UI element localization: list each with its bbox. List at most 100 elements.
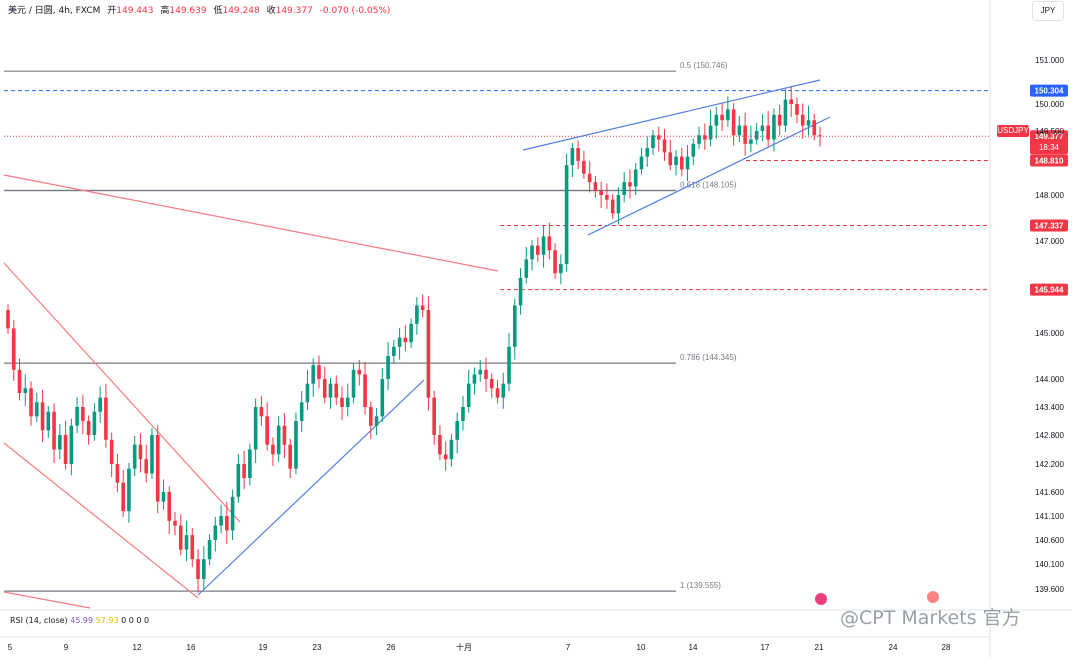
- trend-line: [3, 262, 241, 523]
- candle-body: [415, 305, 419, 324]
- candle-body: [334, 383, 339, 398]
- candle-body: [345, 397, 350, 407]
- candle-body: [685, 156, 690, 170]
- y-tick-label: 150.000: [1035, 100, 1064, 109]
- symbol-title: 美元 / 日圆, 4h, FXCM: [8, 6, 101, 16]
- candle-body: [363, 374, 367, 407]
- y-tick-label: 139.600: [1035, 585, 1064, 594]
- candle-body: [703, 135, 707, 140]
- change-value: -0.070 (-0.05%): [319, 6, 391, 16]
- level-tag-bg: [1030, 219, 1068, 232]
- fib-level-label: 0.618 (148.105): [680, 181, 737, 190]
- candle-body: [495, 388, 500, 398]
- candle-body: [662, 139, 667, 153]
- candle-body: [599, 190, 603, 195]
- candle-body: [783, 99, 788, 126]
- open-label: 开: [107, 6, 117, 16]
- candle-body: [155, 435, 160, 502]
- x-tick-label: 17: [761, 643, 770, 652]
- rsi-label: RSI (14, close): [10, 616, 68, 625]
- candle-body: [708, 125, 713, 140]
- candle-body: [691, 143, 696, 157]
- candle-body: [731, 109, 736, 136]
- candle-body: [616, 195, 621, 214]
- candle-body: [760, 125, 765, 131]
- close-value: 149.377: [275, 6, 313, 16]
- candle-body: [512, 305, 517, 347]
- currency-button[interactable]: JPY: [1032, 1, 1064, 21]
- high-value: 149.639: [169, 6, 207, 16]
- y-tick-label: 140.600: [1035, 536, 1064, 545]
- candle-body: [150, 435, 154, 474]
- trend-line: [3, 174, 499, 272]
- rsi-value-2: 57.93: [95, 616, 119, 625]
- candle-body: [633, 169, 638, 187]
- candle-body: [812, 120, 817, 136]
- candle-body: [104, 397, 108, 440]
- candle-body: [472, 374, 477, 384]
- candle-body: [236, 464, 241, 497]
- candle-body: [11, 328, 16, 370]
- x-tick-label: 十月: [456, 642, 472, 652]
- candle-body: [443, 454, 448, 460]
- candle-body: [622, 182, 626, 195]
- x-tick-label: 23: [313, 643, 322, 652]
- candle-body: [593, 182, 598, 191]
- close-label: 收: [266, 6, 276, 16]
- candle-body: [219, 516, 223, 526]
- candle-body: [553, 250, 557, 274]
- candle-body: [265, 416, 269, 445]
- candle-body: [547, 236, 552, 251]
- candle-body: [115, 464, 120, 483]
- candle-body: [271, 444, 275, 455]
- candle-body: [507, 346, 511, 384]
- candle-body: [397, 337, 402, 347]
- y-tick-label: 141.600: [1035, 488, 1064, 497]
- candle-body: [409, 323, 413, 343]
- candle-body: [305, 383, 310, 403]
- candle-body: [570, 148, 575, 166]
- candle-body: [628, 182, 632, 187]
- open-value: 149.443: [116, 6, 154, 16]
- candle-body: [800, 114, 805, 126]
- trend-line: [3, 591, 91, 609]
- y-tick-label: 149.500: [1035, 127, 1064, 136]
- candle-body: [668, 152, 673, 166]
- price-axis-bg: [990, 0, 1072, 657]
- candle-body: [484, 369, 488, 379]
- x-tick-label: 24: [889, 643, 898, 652]
- y-tick-label: 148.000: [1035, 191, 1064, 200]
- candle-body: [541, 236, 546, 255]
- y-tick-label: 140.100: [1035, 560, 1064, 569]
- candle-body: [63, 435, 68, 464]
- candle-body: [518, 277, 523, 306]
- y-tick-label: 145.000: [1035, 329, 1064, 338]
- trend-line: [197, 379, 425, 596]
- candle-body: [242, 464, 246, 478]
- candle-body: [524, 259, 529, 278]
- candle-body: [645, 148, 650, 157]
- level-tag-label: 147.337: [1035, 221, 1064, 230]
- candle-body: [720, 114, 724, 121]
- y-tick-label: 151.000: [1035, 56, 1064, 65]
- level-tag-label: 150.304: [1035, 87, 1064, 96]
- candle-body: [6, 310, 10, 329]
- candle-body: [374, 416, 379, 426]
- candle-body: [34, 402, 39, 417]
- candle-body: [92, 411, 97, 435]
- x-tick-label: 16: [187, 643, 196, 652]
- countdown-value: 18:34: [1039, 143, 1060, 152]
- trend-line: [522, 79, 821, 151]
- candle-body: [52, 411, 56, 450]
- last-price-value: 149.377: [1035, 132, 1064, 141]
- candle-body: [564, 165, 569, 264]
- level-tag-label: 145.944: [1035, 286, 1064, 295]
- fib-level-label: 0.786 (144.345): [680, 353, 737, 362]
- candle-body: [726, 109, 730, 121]
- candle-body: [392, 346, 396, 356]
- candle-body: [697, 135, 701, 144]
- candle-body: [743, 125, 747, 144]
- candle-body: [46, 411, 51, 431]
- candle-body: [380, 379, 385, 417]
